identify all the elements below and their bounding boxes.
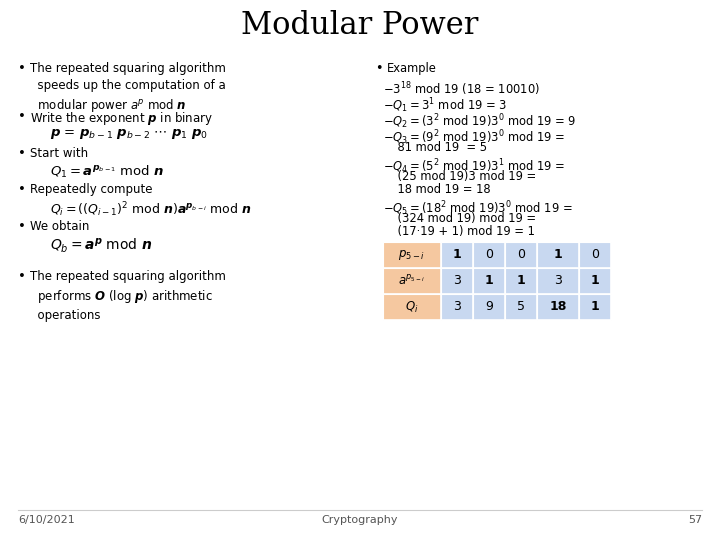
Text: $\boldsymbol{p}$ = $\boldsymbol{p}_{b-1}$ $\boldsymbol{p}_{b-2}$ $\cdots$ $\bold: $\boldsymbol{p}$ = $\boldsymbol{p}_{b-1}…: [50, 127, 208, 141]
Text: 1: 1: [485, 274, 493, 287]
Text: 0: 0: [591, 248, 599, 261]
Text: $Q_i = ((Q_{i-1})^2$ mod $\boldsymbol{n})\boldsymbol{a}^{\boldsymbol{p}_{b-i}}$ : $Q_i = ((Q_{i-1})^2$ mod $\boldsymbol{n}…: [50, 200, 251, 219]
Bar: [441, 294, 473, 320]
Text: •: •: [18, 183, 26, 196]
Text: Start with: Start with: [30, 147, 88, 160]
Text: Example: Example: [387, 62, 437, 75]
Text: Write the exponent $\boldsymbol{p}$ in binary: Write the exponent $\boldsymbol{p}$ in b…: [30, 110, 213, 127]
Bar: [441, 268, 473, 294]
Bar: [579, 242, 611, 268]
Text: 1: 1: [453, 248, 462, 261]
Bar: [383, 294, 441, 320]
Bar: [473, 268, 505, 294]
Text: (17·19 + 1) mod 19 = 1: (17·19 + 1) mod 19 = 1: [383, 225, 535, 238]
Text: 1: 1: [517, 274, 526, 287]
Text: $-Q_4 = (5^2$ mod 19)$3^1$ mod 19 =: $-Q_4 = (5^2$ mod 19)$3^1$ mod 19 =: [383, 157, 565, 176]
Text: $p_{5-i}$: $p_{5-i}$: [398, 248, 426, 262]
Text: $-Q_1 = 3^1$ mod 19 = 3: $-Q_1 = 3^1$ mod 19 = 3: [383, 96, 507, 114]
Text: $-Q_2 = (3^2$ mod 19)$3^0$ mod 19 = 9: $-Q_2 = (3^2$ mod 19)$3^0$ mod 19 = 9: [383, 112, 577, 131]
Text: 3: 3: [453, 300, 461, 314]
Text: $Q_b = \boldsymbol{a}^{\boldsymbol{p}}$ mod $\boldsymbol{n}$: $Q_b = \boldsymbol{a}^{\boldsymbol{p}}$ …: [50, 237, 152, 255]
Text: 57: 57: [688, 515, 702, 525]
Text: Repeatedly compute: Repeatedly compute: [30, 183, 153, 196]
Text: 18 mod 19 = 18: 18 mod 19 = 18: [383, 183, 490, 196]
Text: $-3^{18}$ mod 19 (18 = 10010): $-3^{18}$ mod 19 (18 = 10010): [383, 80, 540, 98]
Text: $-Q_5 = (18^2$ mod 19)$3^0$ mod 19 =: $-Q_5 = (18^2$ mod 19)$3^0$ mod 19 =: [383, 199, 572, 218]
Text: The repeated squaring algorithm
  performs $\boldsymbol{O}$ (log $\boldsymbol{p}: The repeated squaring algorithm performs…: [30, 270, 226, 322]
Text: 5: 5: [517, 300, 525, 314]
Text: •: •: [18, 147, 26, 160]
Bar: [579, 294, 611, 320]
Bar: [579, 268, 611, 294]
Text: $Q_i$: $Q_i$: [405, 300, 419, 314]
Text: We obtain: We obtain: [30, 220, 89, 233]
Text: 18: 18: [549, 300, 567, 314]
Bar: [505, 268, 537, 294]
Text: 3: 3: [453, 274, 461, 287]
Bar: [473, 242, 505, 268]
Text: 3: 3: [554, 274, 562, 287]
Text: 1: 1: [554, 248, 562, 261]
Text: $Q_1 = \boldsymbol{a}^{\boldsymbol{p}_{b-1}}$ mod $\boldsymbol{n}$: $Q_1 = \boldsymbol{a}^{\boldsymbol{p}_{b…: [50, 164, 164, 180]
Bar: [505, 242, 537, 268]
Text: $a^{p_{5-i}}$: $a^{p_{5-i}}$: [398, 274, 426, 288]
Text: $-Q_3 = (9^2$ mod 19)$3^0$ mod 19 =: $-Q_3 = (9^2$ mod 19)$3^0$ mod 19 =: [383, 128, 565, 147]
Text: 0: 0: [517, 248, 525, 261]
Bar: [505, 294, 537, 320]
Text: (25 mod 19)3 mod 19 =: (25 mod 19)3 mod 19 =: [383, 170, 536, 183]
Bar: [473, 294, 505, 320]
Text: •: •: [18, 220, 26, 233]
Bar: [537, 242, 579, 268]
Text: •: •: [18, 270, 26, 283]
Text: 0: 0: [485, 248, 493, 261]
Text: 1: 1: [590, 300, 599, 314]
Text: Cryptography: Cryptography: [322, 515, 398, 525]
Text: 9: 9: [485, 300, 493, 314]
Bar: [537, 268, 579, 294]
Text: •: •: [18, 110, 26, 123]
Bar: [383, 268, 441, 294]
Bar: [441, 242, 473, 268]
Text: 6/10/2021: 6/10/2021: [18, 515, 75, 525]
Bar: [537, 294, 579, 320]
Text: (324 mod 19) mod 19 =: (324 mod 19) mod 19 =: [383, 212, 536, 225]
Text: •: •: [18, 62, 26, 75]
Bar: [383, 242, 441, 268]
Text: 1: 1: [590, 274, 599, 287]
Text: •: •: [375, 62, 382, 75]
Text: The repeated squaring algorithm
  speeds up the computation of a
  modular power: The repeated squaring algorithm speeds u…: [30, 62, 226, 114]
Text: Modular Power: Modular Power: [241, 10, 479, 40]
Text: 81 mod 19  = 5: 81 mod 19 = 5: [383, 141, 487, 154]
